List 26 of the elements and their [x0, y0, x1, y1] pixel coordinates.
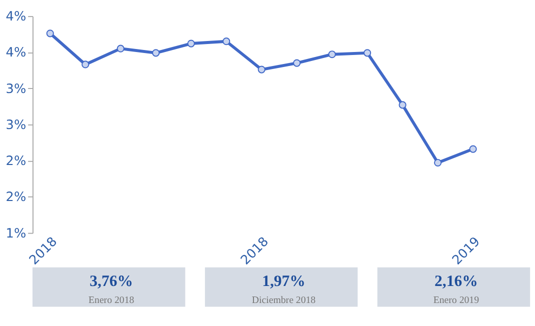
y-tick-label: 4% [6, 10, 26, 25]
y-tick-label: 2% [6, 190, 26, 206]
point [187, 40, 195, 48]
text: 1,97% [262, 273, 306, 290]
point [258, 66, 266, 74]
point [328, 50, 336, 58]
text: 2,16% [434, 273, 478, 290]
point [222, 38, 230, 46]
point [398, 101, 406, 109]
point [116, 44, 124, 52]
text: 3,76% [90, 273, 133, 290]
text: Diciembre 2018 [252, 294, 316, 306]
point [364, 49, 372, 57]
y-tick-label: 2% [6, 154, 26, 170]
y-tick-label: 4% [6, 46, 26, 61]
point [152, 49, 160, 57]
point [46, 30, 54, 38]
y-tick-label: 3% [6, 82, 26, 97]
text: Enero 2019 [433, 294, 480, 306]
point [469, 145, 477, 153]
point [434, 158, 442, 167]
y-tick-label: 1% [6, 226, 26, 242]
point [82, 60, 90, 68]
text: Enero 2018 [88, 294, 134, 306]
point [293, 59, 301, 67]
y-tick-label: 3% [6, 118, 26, 133]
